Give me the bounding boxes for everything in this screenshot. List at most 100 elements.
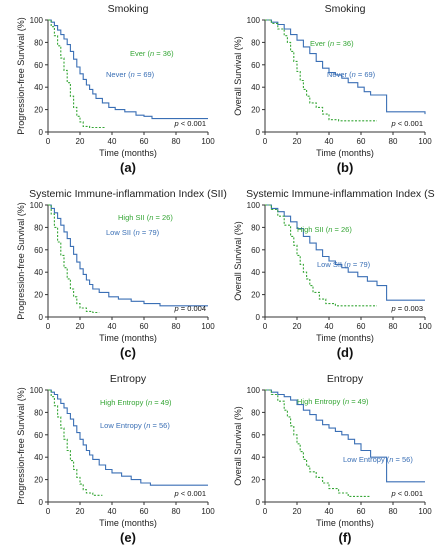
- y-tick-label: 0: [256, 498, 261, 507]
- y-tick-label: 60: [251, 61, 260, 70]
- x-tick-label: 80: [172, 322, 181, 331]
- series-label-post: = 49): [349, 397, 369, 406]
- x-tick-label: 40: [325, 137, 334, 146]
- y-tick-label: 80: [34, 408, 43, 417]
- series-line-blue: [265, 389, 425, 483]
- series-label: High SII (n = 26): [118, 213, 173, 222]
- x-tick-label: 0: [46, 507, 51, 516]
- series-label-post: = 49): [152, 398, 172, 407]
- series-label-pre: Low SII (: [317, 260, 347, 269]
- p-value-text: < 0.001: [396, 119, 423, 128]
- series-line-green: [265, 389, 371, 497]
- series-line-blue: [48, 204, 208, 307]
- x-tick-label: 0: [263, 137, 268, 146]
- series-label: Low Entropy (n = 56): [100, 421, 170, 430]
- x-tick-label: 0: [263, 507, 268, 516]
- series-line-green: [265, 204, 377, 307]
- p-value: p < 0.001: [391, 119, 424, 128]
- x-tick-label: 40: [325, 507, 334, 516]
- series-label-n: n: [330, 39, 334, 48]
- x-tick-label: 100: [201, 322, 215, 331]
- p-value-text: < 0.001: [396, 489, 423, 498]
- x-tick-label: 0: [46, 137, 51, 146]
- x-tick-label: 20: [293, 322, 302, 331]
- x-tick-label: 40: [108, 137, 117, 146]
- x-tick-label: 60: [140, 322, 149, 331]
- x-tick-label: 20: [293, 507, 302, 516]
- panel-title: Smoking: [325, 3, 366, 15]
- series-label-pre: Ever (: [310, 39, 331, 48]
- series-label: Low SII (n = 79): [106, 228, 160, 237]
- x-tick-label: 40: [108, 322, 117, 331]
- series-label-pre: Low SII (: [106, 228, 136, 237]
- p-value: p = 0.003: [391, 304, 424, 313]
- y-tick-label: 40: [34, 268, 43, 277]
- km-panel-4: Systemic Immune-inflammation Index (SII)…: [233, 188, 435, 360]
- series-label-post: = 79): [351, 260, 371, 269]
- panel-title: Systemic Immune-inflammation Index (SII): [29, 188, 227, 200]
- x-axis-label: Time (months): [99, 333, 157, 343]
- y-tick-label: 20: [251, 476, 260, 485]
- p-value-text: = 0.004: [179, 304, 206, 313]
- x-tick-label: 80: [389, 137, 398, 146]
- p-value-symbol: p: [174, 119, 179, 128]
- p-value-symbol: p: [174, 304, 179, 313]
- series-label-pre: Low Entropy (: [343, 455, 390, 464]
- series-line-blue: [265, 19, 426, 115]
- series-label-pre: High Entropy (: [297, 397, 345, 406]
- panel-title: Entropy: [327, 373, 364, 385]
- panel-letter: (f): [339, 530, 352, 545]
- y-tick-label: 20: [251, 291, 260, 300]
- panel-letter: (e): [120, 530, 136, 545]
- y-axis-label: Overall Survival (%): [233, 36, 243, 116]
- x-axis-label: Time (months): [316, 333, 374, 343]
- x-tick-label: 20: [76, 137, 85, 146]
- series-line-blue: [265, 204, 425, 301]
- series-line-green: [48, 19, 106, 129]
- x-tick-label: 20: [293, 137, 302, 146]
- p-value: p < 0.001: [391, 489, 424, 498]
- series-label-post: = 56): [393, 455, 413, 464]
- series-label-n: n: [352, 70, 356, 79]
- series-line-blue: [48, 389, 208, 486]
- series-label-post: = 36): [334, 39, 354, 48]
- series-label-n: n: [131, 70, 135, 79]
- y-tick-label: 20: [34, 476, 43, 485]
- km-panel-5: Entropy 0 20 40 60 80 100 0 20 40 60 80 100 Time (mon…: [16, 373, 215, 545]
- y-tick-label: 60: [251, 431, 260, 440]
- series-label: Low SII (n = 79): [317, 260, 371, 269]
- y-tick-label: 40: [251, 268, 260, 277]
- p-value-text: < 0.001: [179, 489, 206, 498]
- y-tick-label: 0: [39, 128, 44, 137]
- y-tick-label: 20: [34, 106, 43, 115]
- p-value: p < 0.001: [174, 119, 207, 128]
- series-label-n: n: [328, 225, 332, 234]
- x-tick-label: 20: [76, 507, 85, 516]
- series-label-pre: Low Entropy (: [100, 421, 147, 430]
- series-label: High SII (n = 26): [297, 225, 352, 234]
- p-value-symbol: p: [174, 489, 179, 498]
- series-label: High Entropy (n = 49): [100, 398, 172, 407]
- panel-title: Entropy: [110, 373, 147, 385]
- y-tick-label: 100: [30, 201, 44, 210]
- series-label-pre: High SII (: [297, 225, 329, 234]
- y-axis-label: Progression-free Survival (%): [16, 387, 26, 505]
- y-tick-label: 40: [34, 83, 43, 92]
- x-tick-label: 20: [76, 322, 85, 331]
- x-tick-label: 40: [325, 322, 334, 331]
- series-label-post: = 79): [140, 228, 160, 237]
- series-label: Ever (n = 36): [310, 39, 354, 48]
- panel-title: Smoking: [108, 3, 149, 15]
- series-label: Low Entropy (n = 56): [343, 455, 413, 464]
- p-value: p = 0.004: [174, 304, 207, 313]
- series-line-green: [265, 19, 377, 122]
- x-tick-label: 80: [389, 322, 398, 331]
- y-tick-label: 40: [251, 453, 260, 462]
- y-tick-label: 80: [251, 223, 260, 232]
- x-tick-label: 60: [357, 322, 366, 331]
- p-value-symbol: p: [391, 489, 396, 498]
- p-value-symbol: p: [391, 304, 396, 313]
- x-tick-label: 60: [357, 137, 366, 146]
- y-tick-label: 20: [251, 106, 260, 115]
